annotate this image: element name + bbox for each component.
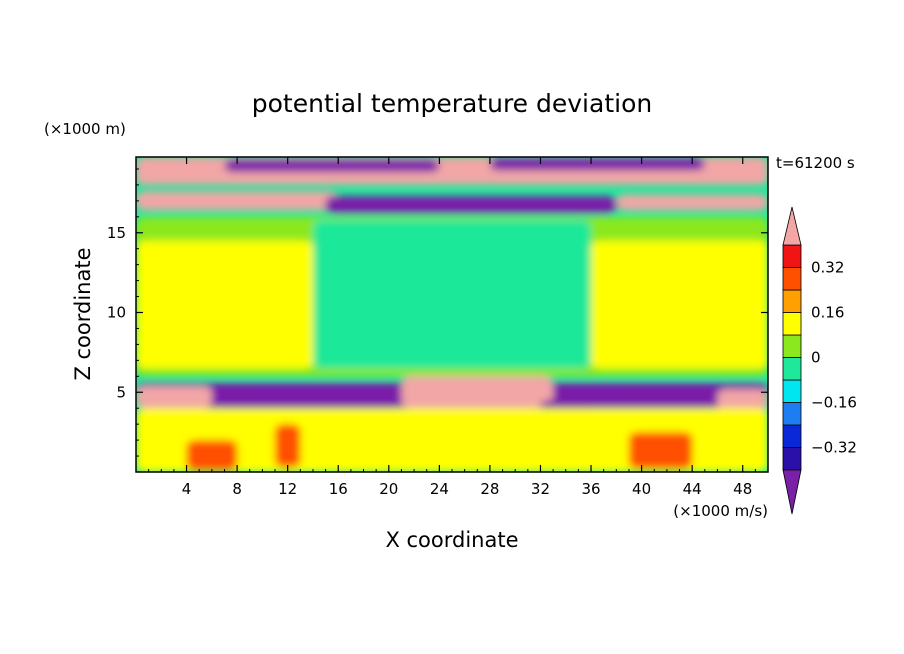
x-tick-label: 36 — [581, 480, 600, 498]
colorbar-segment — [782, 379, 802, 403]
colorbar-segment — [782, 244, 802, 268]
colorbar: 0.32 0.16 0 −0.16 −0.32 — [782, 206, 857, 515]
colorbar-min-arrow — [782, 469, 802, 515]
contour-region-3 — [136, 191, 339, 211]
x-tick-label: 8 — [232, 480, 242, 498]
x-tick-label: 12 — [278, 480, 297, 498]
x-axis-label: X coordinate — [385, 528, 518, 552]
contour-region-17 — [186, 440, 238, 471]
x-tick-label: 20 — [379, 480, 398, 498]
colorbar-segment — [782, 402, 802, 426]
colorbar-segment — [782, 312, 802, 336]
x-axis-unit: (×1000 m/s) — [673, 502, 768, 520]
colorbar-segment — [782, 334, 802, 358]
colorbar-segment — [782, 289, 802, 313]
contour-region-11 — [401, 376, 554, 409]
contour-region-16 — [275, 424, 301, 468]
contour-region-4 — [616, 194, 768, 211]
colorbar-label: 0 — [811, 349, 821, 367]
contour-region-13 — [136, 385, 212, 409]
colorbar-segment — [782, 357, 802, 381]
x-tick-label: 28 — [480, 480, 499, 498]
contour-region-5 — [325, 196, 617, 214]
time-label: t=61200 s — [776, 154, 855, 172]
contour-region-18 — [628, 432, 693, 469]
y-axis-ticks: 5 10 15 — [107, 168, 768, 457]
colorbar-label: −0.16 — [811, 394, 857, 412]
contour-region-9 — [591, 240, 768, 369]
colorbar-max-arrow — [782, 206, 802, 246]
chart-title: potential temperature deviation — [252, 89, 652, 118]
x-tick-label: 44 — [683, 480, 702, 498]
y-tick-label: 15 — [107, 224, 126, 242]
colorbar-label: 0.32 — [811, 259, 844, 277]
x-tick-label: 4 — [182, 480, 192, 498]
colorbar-segment — [782, 424, 802, 448]
contour-region-2 — [489, 157, 705, 171]
x-tick-label: 48 — [733, 480, 752, 498]
contour-regions — [136, 157, 768, 472]
contour-region-1 — [224, 159, 440, 173]
contour-region-8 — [136, 240, 313, 369]
contour-region-7 — [312, 220, 592, 369]
x-tick-label: 32 — [531, 480, 550, 498]
x-tick-label: 16 — [329, 480, 348, 498]
contour-plot-area — [136, 157, 768, 472]
y-tick-label: 5 — [116, 383, 126, 401]
colorbar-segment — [782, 267, 802, 291]
colorbar-segment — [782, 447, 802, 471]
y-axis-unit: (×1000 m) — [44, 120, 126, 138]
colorbar-label: −0.32 — [811, 439, 857, 457]
x-tick-label: 24 — [430, 480, 449, 498]
y-axis-label: Z coordinate — [71, 247, 95, 380]
y-tick-label: 10 — [107, 304, 126, 322]
contour-region-12 — [717, 389, 768, 412]
colorbar-label: 0.16 — [811, 304, 844, 322]
x-tick-label: 40 — [632, 480, 651, 498]
x-axis-ticks: 4 8 12 16 20 24 28 32 36 40 44 48 — [148, 157, 756, 498]
